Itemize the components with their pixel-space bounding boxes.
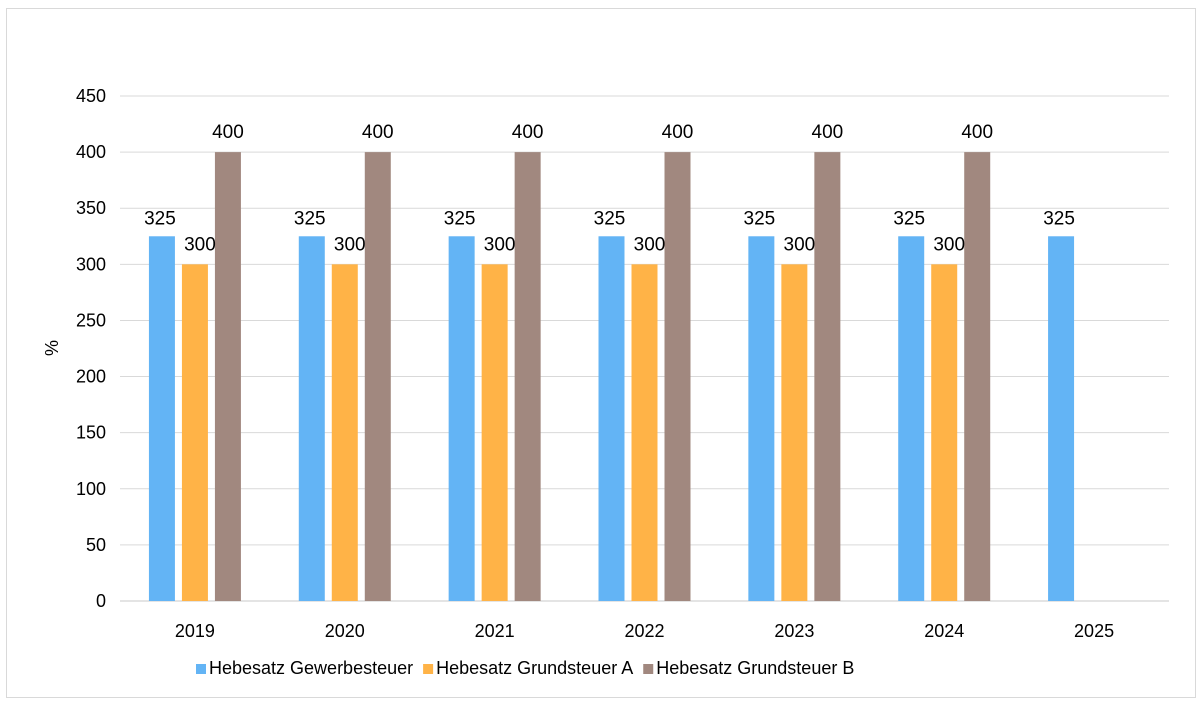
bar [148,236,175,601]
bar [631,264,658,601]
y-tick-label: 450 [76,86,106,106]
data-label: 400 [961,122,993,143]
legend-label: Hebesatz Gewerbesteuer [209,658,413,678]
data-label: 300 [484,234,516,255]
y-axis-title: % [42,340,62,356]
data-label: 325 [1043,208,1075,229]
y-tick-label: 200 [76,367,106,387]
x-tick-label: 2020 [325,621,365,641]
y-axis-ticks: 0 50 100 150 200 250 300 350 400 450 [76,86,106,611]
y-tick-label: 300 [76,254,106,274]
data-label: 300 [933,234,965,255]
bar [964,152,991,601]
data-label: 400 [362,122,394,143]
bar [448,236,475,601]
x-tick-label: 2021 [475,621,515,641]
bar [331,264,358,601]
y-tick-label: 0 [96,591,106,611]
legend-swatch [643,664,654,674]
bar [514,152,541,601]
bar [781,264,808,601]
bar [931,264,958,601]
gridlines [120,95,1169,602]
data-label: 400 [662,122,694,143]
bar [898,236,925,601]
x-tick-label: 2024 [924,621,964,641]
data-label: 400 [512,122,544,143]
data-label: 300 [634,234,666,255]
data-label: 300 [334,234,366,255]
bar [814,152,841,601]
data-labels: 325 300 400 325 300 400 325 300 400 325 300 400 325 3… [144,122,1075,255]
data-label: 300 [784,234,816,255]
x-tick-label: 2022 [624,621,664,641]
bar [364,152,391,601]
x-tick-label: 2025 [1074,621,1114,641]
data-label: 325 [744,208,776,229]
x-axis-ticks: 2019 2020 2021 2022 2023 2024 2025 [175,621,1114,641]
legend-swatch [423,664,434,674]
data-label: 400 [212,122,244,143]
legend: Hebesatz Gewerbesteuer Hebesatz Grundsteu… [196,658,854,678]
legend-label: Hebesatz Grundsteuer B [656,658,854,678]
bar [298,236,325,601]
data-label: 325 [444,208,476,229]
data-label: 325 [893,208,925,229]
bar [214,152,241,601]
y-tick-label: 100 [76,479,106,499]
legend-swatch [196,664,206,674]
legend-label: Hebesatz Grundsteuer A [436,658,633,678]
y-tick-label: 350 [76,198,106,218]
y-tick-label: 400 [76,142,106,162]
data-label: 325 [594,208,626,229]
data-label: 325 [294,208,326,229]
y-tick-label: 150 [76,423,106,443]
bar [598,236,625,601]
y-tick-label: 50 [86,535,106,555]
data-label: 300 [184,234,216,255]
data-label: 325 [144,208,176,229]
bar [748,236,775,601]
data-label: 400 [812,122,844,143]
y-tick-label: 250 [76,310,106,330]
bar [181,264,208,601]
x-tick-label: 2019 [175,621,215,641]
bars [148,152,1075,601]
x-tick-label: 2023 [774,621,814,641]
bar [1048,236,1075,601]
bar [481,264,508,601]
bar [664,152,691,601]
